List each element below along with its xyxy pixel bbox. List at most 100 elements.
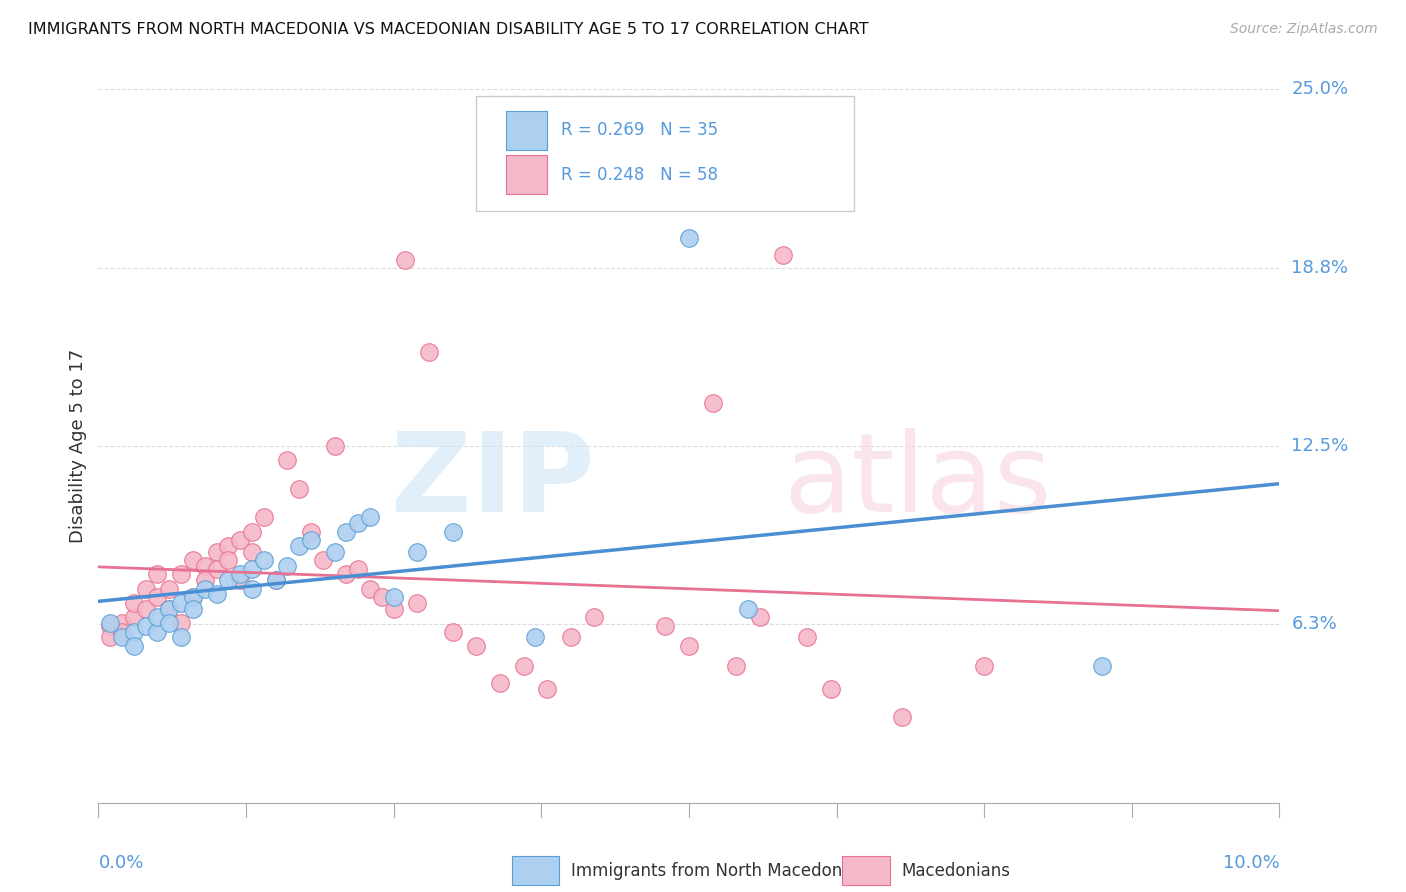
Point	[157, 601, 180, 615]
Point	[217, 573, 239, 587]
Point	[253, 510, 276, 524]
Point	[820, 681, 842, 696]
Point	[194, 582, 217, 596]
Point	[371, 591, 394, 605]
Point	[181, 591, 204, 605]
Point	[299, 524, 322, 539]
Text: 12.5%: 12.5%	[1291, 437, 1348, 455]
Point	[170, 630, 193, 644]
Point	[181, 601, 204, 615]
Point	[489, 676, 512, 690]
Point	[276, 453, 298, 467]
Point	[725, 658, 748, 673]
Point	[217, 553, 239, 567]
Text: 25.0%: 25.0%	[1291, 80, 1348, 98]
Point	[654, 619, 676, 633]
Point	[157, 582, 180, 596]
Text: 10.0%: 10.0%	[1223, 855, 1279, 872]
Point	[335, 567, 357, 582]
Y-axis label: Disability Age 5 to 17: Disability Age 5 to 17	[69, 349, 87, 543]
Point	[312, 553, 335, 567]
Point	[512, 658, 534, 673]
Point	[135, 619, 157, 633]
Point	[98, 630, 121, 644]
Point	[382, 601, 405, 615]
Bar	[506, 155, 547, 194]
Point	[122, 639, 145, 653]
Point	[406, 596, 429, 610]
Text: R = 0.269   N = 35: R = 0.269 N = 35	[561, 121, 718, 139]
Point	[441, 624, 464, 639]
Point	[194, 558, 217, 573]
Point	[702, 396, 724, 410]
Point	[240, 524, 263, 539]
Point	[135, 601, 157, 615]
Point	[359, 582, 381, 596]
Point	[253, 553, 276, 567]
Point	[181, 591, 204, 605]
Point	[347, 562, 370, 576]
Point	[170, 567, 193, 582]
Text: ZIP: ZIP	[391, 428, 595, 535]
Point	[583, 610, 606, 624]
Text: R = 0.248   N = 58: R = 0.248 N = 58	[561, 166, 718, 184]
Point	[240, 544, 263, 558]
Point	[170, 615, 193, 630]
Point	[418, 344, 440, 359]
Text: atlas: atlas	[783, 428, 1052, 535]
Text: Macedonians: Macedonians	[901, 862, 1011, 880]
Point	[890, 710, 912, 724]
Text: IMMIGRANTS FROM NORTH MACEDONIA VS MACEDONIAN DISABILITY AGE 5 TO 17 CORRELATION: IMMIGRANTS FROM NORTH MACEDONIA VS MACED…	[28, 22, 869, 37]
Point	[205, 544, 228, 558]
Point	[111, 615, 134, 630]
Point	[146, 624, 169, 639]
Point	[973, 658, 995, 673]
Point	[181, 553, 204, 567]
Point	[560, 630, 582, 644]
Point	[524, 630, 547, 644]
Text: 6.3%: 6.3%	[1291, 615, 1337, 633]
Point	[229, 573, 252, 587]
Point	[288, 539, 311, 553]
Point	[111, 630, 134, 644]
Point	[98, 619, 121, 633]
Point	[194, 573, 217, 587]
Point	[240, 582, 263, 596]
Point	[240, 562, 263, 576]
Point	[465, 639, 488, 653]
Point	[157, 615, 180, 630]
Point	[205, 587, 228, 601]
Point	[1091, 658, 1114, 673]
Point	[748, 610, 770, 624]
Point	[299, 533, 322, 548]
Point	[382, 591, 405, 605]
Text: Source: ZipAtlas.com: Source: ZipAtlas.com	[1230, 22, 1378, 37]
Point	[135, 582, 157, 596]
Point	[772, 248, 794, 262]
Bar	[512, 856, 560, 885]
Point	[737, 601, 759, 615]
Point	[406, 544, 429, 558]
Point	[276, 558, 298, 573]
Point	[288, 482, 311, 496]
Point	[217, 539, 239, 553]
Point	[146, 591, 169, 605]
Point	[347, 516, 370, 530]
Bar	[506, 111, 547, 150]
Point	[98, 615, 121, 630]
Point	[205, 562, 228, 576]
FancyBboxPatch shape	[477, 96, 855, 211]
Point	[264, 573, 287, 587]
Point	[359, 510, 381, 524]
Point	[122, 624, 145, 639]
Point	[170, 596, 193, 610]
Point	[264, 573, 287, 587]
Text: Immigrants from North Macedonia: Immigrants from North Macedonia	[571, 862, 856, 880]
Point	[146, 567, 169, 582]
Text: 0.0%: 0.0%	[98, 855, 143, 872]
Point	[335, 524, 357, 539]
Point	[678, 230, 700, 244]
Point	[146, 610, 169, 624]
Point	[122, 610, 145, 624]
Text: 18.8%: 18.8%	[1291, 259, 1348, 277]
